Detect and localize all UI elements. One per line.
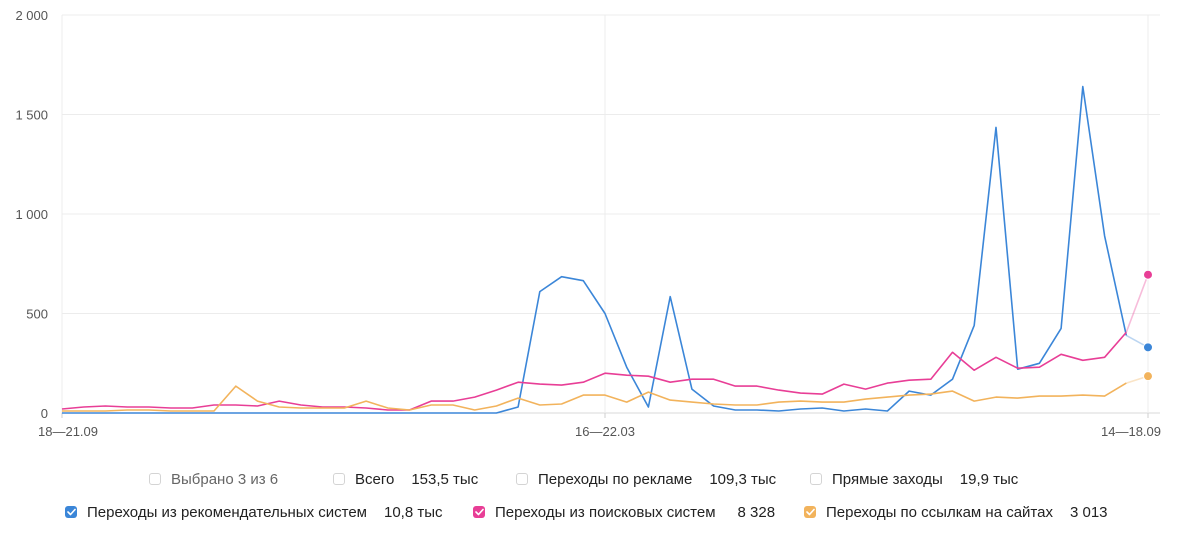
- legend-value: 19,9 тыс: [959, 470, 1019, 488]
- series-line-1: [61, 331, 1127, 411]
- legend-value: 153,5 тыс: [411, 470, 479, 488]
- legend-label: Прямые заходы: [832, 470, 943, 488]
- y-tick-label: 500: [26, 307, 48, 322]
- legend-row-2: Переходы из рекомендательных систем 10,8…: [0, 500, 1200, 524]
- checkbox-icon[interactable]: [810, 473, 822, 485]
- legend-label: Переходы по рекламе: [538, 470, 693, 488]
- y-tick-label: 2 000: [15, 8, 48, 23]
- legend-label: Переходы из рекомендательных систем: [87, 503, 367, 521]
- checkbox-icon[interactable]: [333, 473, 345, 485]
- series-line-faded-1: [1125, 274, 1149, 333]
- legend-label: Выбрано 3 из 6: [171, 470, 279, 488]
- legend-item-links[interactable]: Переходы по ссылкам на сайтах 3 013: [804, 504, 1108, 521]
- legend-value: 3 013: [1069, 503, 1108, 521]
- legend-value: 10,8 тыс: [384, 503, 443, 521]
- legend-row-1: Выбрано 3 из 6 Всего 153,5 тыс Переходы …: [0, 467, 1200, 491]
- y-tick-label: 1 500: [15, 108, 48, 123]
- series-line-0: [62, 85, 1128, 414]
- series-line-2: [62, 382, 1127, 412]
- chart-svg: 0 500 1 000 1 500 2 000 18—21.09 16—22.03 14—1…: [15, 8, 1161, 439]
- legend-item-total[interactable]: Всего 153,5 тыс: [333, 471, 478, 488]
- legend-item-direct[interactable]: Прямые заходы 19,9 тыс: [810, 471, 1018, 488]
- legend-value: 109,3 тыс: [709, 470, 777, 488]
- checkbox-checked-icon[interactable]: [473, 506, 485, 518]
- legend-label: Переходы по ссылкам на сайтах: [826, 503, 1053, 521]
- x-tick-label: 14—18.09: [1101, 424, 1161, 439]
- legend-item-search[interactable]: Переходы из поисковых систем 8 328: [473, 504, 775, 521]
- legend-label: Переходы из поисковых систем: [495, 503, 716, 521]
- legend-item-selected-count[interactable]: Выбрано 3 из 6: [149, 471, 278, 488]
- y-tick-label: 0: [41, 406, 48, 421]
- series-last-point-0: [1143, 342, 1153, 353]
- series-last-point-2: [1143, 371, 1153, 382]
- legend-item-recommendations[interactable]: Переходы из рекомендательных систем 10,8…: [65, 504, 443, 521]
- checkbox-icon[interactable]: [149, 473, 161, 485]
- legend-label: Всего: [355, 470, 395, 488]
- checkbox-checked-icon[interactable]: [65, 506, 77, 518]
- series-last-point-1: [1143, 269, 1153, 280]
- x-tick-label: 18—21.09: [38, 424, 98, 439]
- checkbox-icon[interactable]: [516, 473, 528, 485]
- checkbox-checked-icon[interactable]: [804, 506, 816, 518]
- line-chart: 0 500 1 000 1 500 2 000 18—21.09 16—22.03 14—1…: [15, 8, 1161, 439]
- legend-value: 8 328: [737, 503, 776, 521]
- legend-item-ads[interactable]: Переходы по рекламе 109,3 тыс: [516, 471, 776, 488]
- y-tick-label: 1 000: [15, 207, 48, 222]
- x-tick-label: 16—22.03: [575, 424, 635, 439]
